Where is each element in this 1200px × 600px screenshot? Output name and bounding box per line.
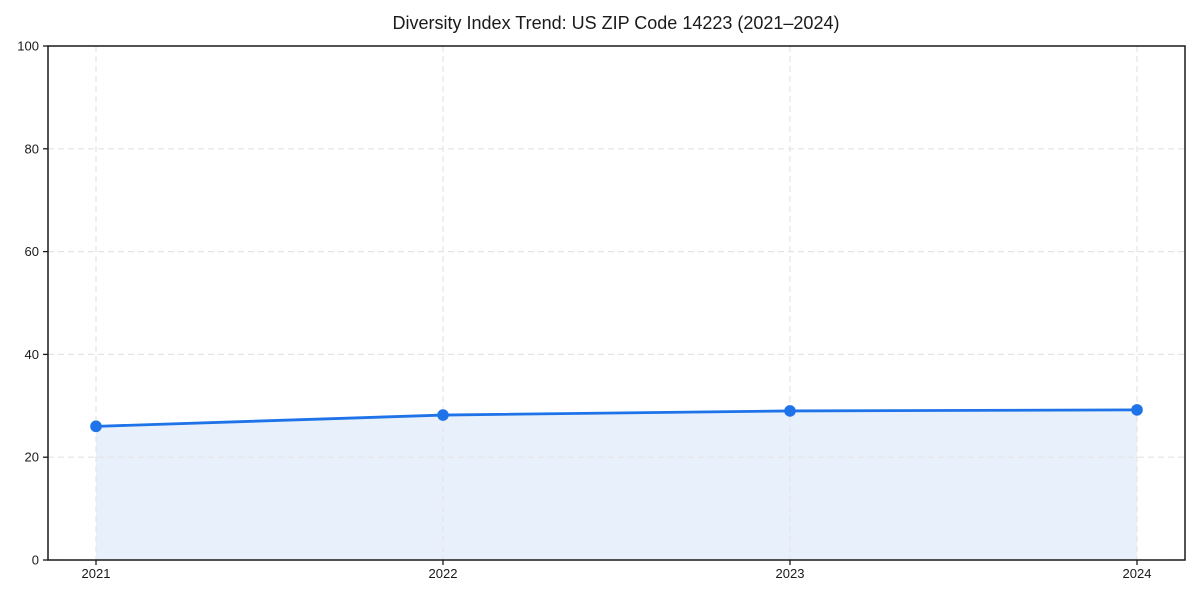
data-point-2024 bbox=[1131, 404, 1143, 416]
x-tick-label-2021: 2021 bbox=[82, 566, 111, 581]
y-tick-label-40: 40 bbox=[25, 347, 39, 362]
area-fill-layer bbox=[96, 409, 1137, 560]
chart-title: Diversity Index Trend: US ZIP Code 14223… bbox=[393, 13, 840, 33]
x-tick-label-2023: 2023 bbox=[776, 566, 805, 581]
plot-border bbox=[47, 45, 1186, 561]
y-tick-label-20: 20 bbox=[25, 450, 39, 465]
data-point-2021 bbox=[90, 420, 102, 433]
y-tick-label-100: 100 bbox=[17, 39, 39, 54]
data-point-2022 bbox=[437, 409, 449, 421]
tick-labels-layer: 0 20 40 60 80 100 2021 2022 2023 2024 bbox=[17, 39, 1151, 582]
x-tick-label-2024: 2024 bbox=[1123, 566, 1152, 581]
axes-layer bbox=[43, 45, 1186, 565]
gridlines-layer bbox=[48, 45, 1185, 561]
area-fill bbox=[96, 409, 1137, 560]
series-layer bbox=[90, 404, 1143, 433]
y-tick-label-0: 0 bbox=[32, 553, 39, 568]
x-tick-label-2022: 2022 bbox=[429, 566, 458, 581]
trend-line bbox=[94, 408, 1139, 428]
data-point-2023 bbox=[784, 405, 796, 417]
y-tick-label-80: 80 bbox=[25, 141, 39, 156]
y-tick-label-60: 60 bbox=[25, 244, 39, 259]
